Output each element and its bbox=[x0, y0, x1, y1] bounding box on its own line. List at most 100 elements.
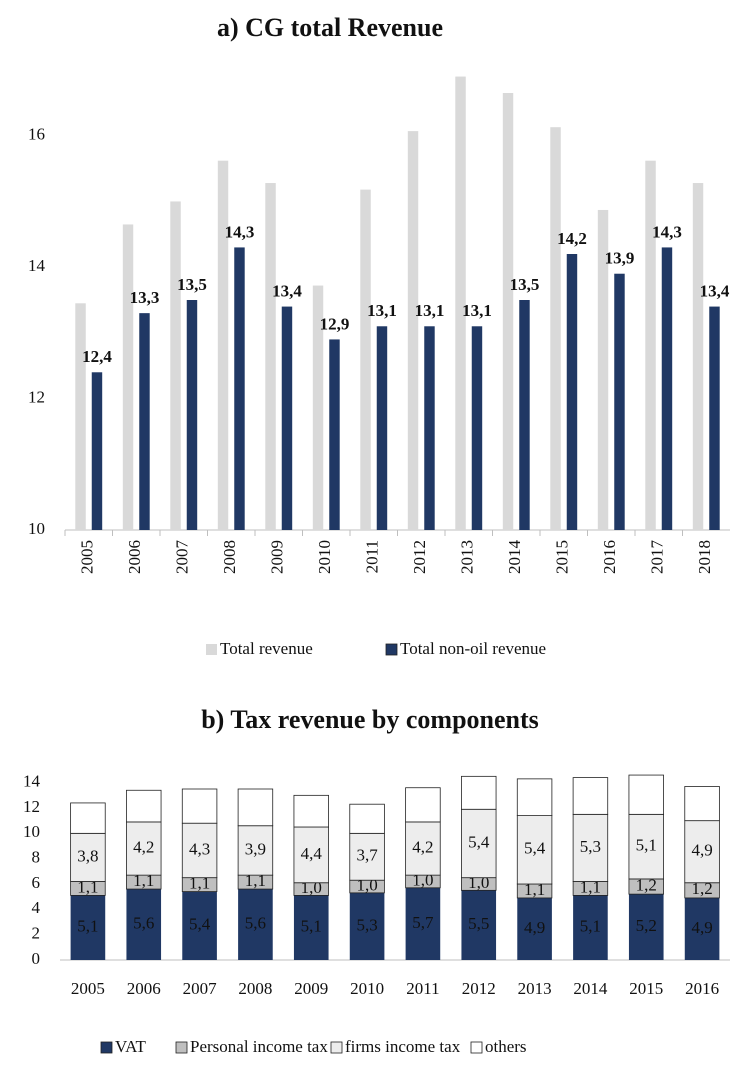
bar bbox=[502, 93, 514, 530]
value-label: 4,9 bbox=[691, 841, 712, 860]
value-label: 5,3 bbox=[580, 837, 601, 856]
bar bbox=[645, 160, 656, 530]
bar-segment bbox=[517, 897, 552, 960]
value-label: 5,1 bbox=[301, 917, 322, 936]
value-label: 13,5 bbox=[177, 275, 207, 294]
x-tick-label: 2013 bbox=[458, 540, 477, 574]
value-label: 14,3 bbox=[225, 222, 255, 241]
bar-segment bbox=[181, 822, 218, 879]
y-tick-label: 14 bbox=[23, 772, 41, 791]
value-label: 1,2 bbox=[691, 879, 712, 898]
y-tick-label: 14 bbox=[28, 256, 46, 275]
chart-title: a) CG total Revenue bbox=[217, 13, 443, 42]
legend-swatch bbox=[206, 644, 217, 655]
bar bbox=[329, 339, 340, 530]
value-label: 1,1 bbox=[245, 871, 266, 890]
value-label: 5,6 bbox=[245, 913, 266, 932]
value-label: 5,1 bbox=[580, 917, 601, 936]
value-label: 4,2 bbox=[133, 837, 154, 856]
value-label: 5,4 bbox=[468, 832, 490, 851]
bar-segment bbox=[181, 788, 218, 824]
value-label: 5,4 bbox=[189, 915, 211, 934]
value-label: 5,4 bbox=[524, 839, 546, 858]
bar-segment bbox=[516, 815, 553, 885]
bar bbox=[122, 224, 134, 530]
value-label: 14,2 bbox=[557, 229, 587, 248]
x-tick-label: 2012 bbox=[410, 540, 429, 574]
x-tick-label: 2007 bbox=[173, 540, 192, 575]
y-tick-label: 6 bbox=[32, 873, 41, 892]
bar-segment bbox=[461, 890, 497, 960]
bar-segment bbox=[516, 778, 553, 816]
bar bbox=[566, 254, 578, 530]
bar-segment bbox=[349, 832, 385, 881]
x-tick-label: 2011 bbox=[406, 979, 439, 998]
legend-swatch bbox=[385, 643, 398, 656]
x-tick-label: 2005 bbox=[71, 979, 105, 998]
value-label: 13,1 bbox=[462, 301, 492, 320]
x-tick-label: 2014 bbox=[573, 979, 608, 998]
x-tick-label: 2012 bbox=[462, 979, 496, 998]
bar-segment bbox=[684, 786, 720, 822]
value-label: 5,2 bbox=[636, 916, 657, 935]
bar-segment bbox=[293, 826, 329, 884]
bar-segment bbox=[237, 825, 274, 876]
value-label: 5,7 bbox=[412, 913, 434, 932]
value-label: 14,3 bbox=[652, 222, 682, 241]
x-tick-label: 2015 bbox=[629, 979, 663, 998]
x-tick-label: 2015 bbox=[553, 540, 572, 574]
bar-segment bbox=[405, 887, 441, 960]
x-tick-label: 2010 bbox=[350, 979, 384, 998]
bar-segment bbox=[293, 794, 329, 828]
value-label: 5,3 bbox=[356, 915, 377, 934]
value-label: 1,2 bbox=[636, 875, 657, 894]
bar bbox=[281, 306, 293, 530]
y-tick-label: 10 bbox=[23, 822, 40, 841]
bar bbox=[170, 201, 181, 530]
y-tick-label: 8 bbox=[32, 848, 41, 867]
x-tick-label: 2018 bbox=[695, 540, 714, 574]
y-tick-label: 12 bbox=[23, 797, 40, 816]
value-label: 5,5 bbox=[468, 914, 489, 933]
bar bbox=[597, 209, 609, 530]
bar-segment bbox=[237, 788, 274, 827]
bar bbox=[312, 285, 324, 530]
bar-segment bbox=[293, 895, 329, 960]
y-tick-label: 12 bbox=[28, 387, 45, 406]
chart-title: b) Tax revenue by components bbox=[201, 705, 539, 734]
bar-segment bbox=[461, 808, 497, 879]
bar-segment bbox=[684, 897, 720, 960]
x-tick-label: 2016 bbox=[685, 979, 719, 998]
x-tick-label: 2008 bbox=[238, 979, 272, 998]
bar-segment bbox=[349, 892, 385, 960]
x-tick-label: 2016 bbox=[600, 540, 619, 574]
legend-label: Total revenue bbox=[220, 639, 313, 658]
value-label: 1,1 bbox=[580, 877, 601, 896]
bar-segment bbox=[126, 821, 162, 876]
legend-swatch bbox=[100, 1041, 113, 1054]
value-label: 13,3 bbox=[130, 288, 160, 307]
y-tick-label: 0 bbox=[32, 949, 41, 968]
bar-segment bbox=[126, 789, 162, 823]
value-label: 5,6 bbox=[133, 913, 154, 932]
value-label: 12,4 bbox=[82, 347, 112, 366]
bar bbox=[661, 247, 673, 530]
value-label: 13,4 bbox=[272, 281, 302, 300]
bar bbox=[709, 306, 720, 530]
x-tick-label: 2014 bbox=[505, 540, 524, 575]
x-tick-label: 2010 bbox=[315, 540, 334, 574]
x-tick-label: 2006 bbox=[127, 979, 161, 998]
bar bbox=[519, 300, 530, 530]
legend-swatch bbox=[470, 1041, 483, 1054]
x-tick-label: 2013 bbox=[518, 979, 552, 998]
bar-segment bbox=[70, 802, 106, 834]
x-tick-label: 2017 bbox=[648, 540, 667, 575]
y-tick-label: 2 bbox=[32, 924, 41, 943]
bar-segment bbox=[405, 787, 441, 823]
value-label: 5,1 bbox=[636, 836, 657, 855]
value-label: 3,8 bbox=[77, 846, 98, 865]
x-tick-label: 2009 bbox=[294, 979, 328, 998]
y-tick-label: 16 bbox=[28, 125, 45, 144]
y-tick-label: 4 bbox=[32, 898, 41, 917]
